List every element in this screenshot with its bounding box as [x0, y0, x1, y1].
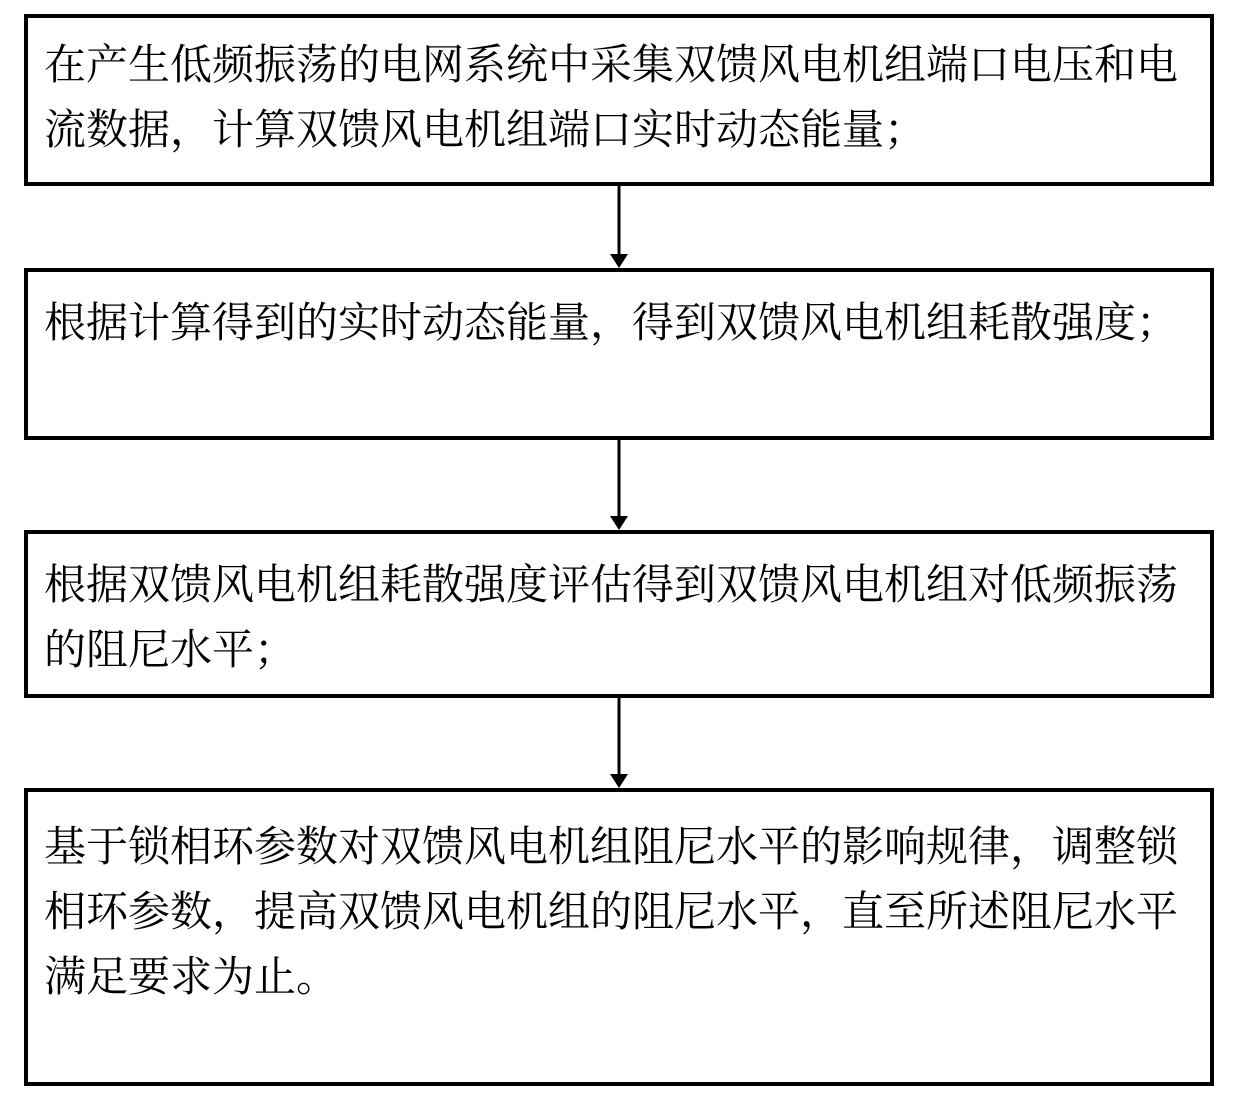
flow-step-2: 根据计算得到的实时动态能量，得到双馈风电机组耗散强度；: [24, 268, 1214, 440]
flow-step-3-text: 根据双馈风电机组耗散强度评估得到双馈风电机组对低频振荡的阻尼水平；: [44, 550, 1194, 680]
flow-step-4: 基于锁相环参数对双馈风电机组阻尼水平的影响规律，调整锁相环参数，提高双馈风电机组…: [24, 788, 1214, 1086]
flow-step-1: 在产生低频振荡的电网系统中采集双馈风电机组端口电压和电流数据，计算双馈风电机组端…: [24, 14, 1214, 186]
flow-step-2-text: 根据计算得到的实时动态能量，得到双馈风电机组耗散强度；: [44, 288, 1194, 353]
flow-arrow-2-3: [608, 440, 630, 530]
flow-step-4-text: 基于锁相环参数对双馈风电机组阻尼水平的影响规律，调整锁相环参数，提高双馈风电机组…: [44, 812, 1194, 1007]
flow-arrow-3-4: [608, 698, 630, 788]
flow-arrow-1-2: [608, 186, 630, 268]
flow-step-3: 根据双馈风电机组耗散强度评估得到双馈风电机组对低频振荡的阻尼水平；: [24, 530, 1214, 698]
flow-step-1-text: 在产生低频振荡的电网系统中采集双馈风电机组端口电压和电流数据，计算双馈风电机组端…: [44, 30, 1194, 160]
